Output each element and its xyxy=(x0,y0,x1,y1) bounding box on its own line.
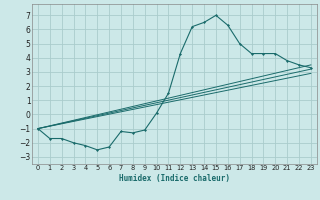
X-axis label: Humidex (Indice chaleur): Humidex (Indice chaleur) xyxy=(119,174,230,183)
